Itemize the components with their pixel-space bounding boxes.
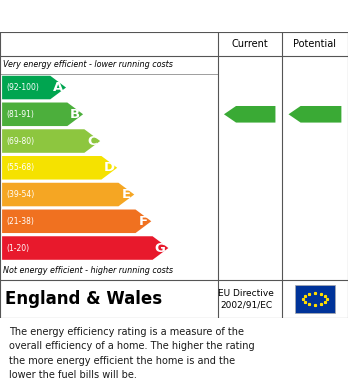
Text: (39-54): (39-54): [6, 190, 34, 199]
Polygon shape: [288, 106, 341, 122]
Text: D: D: [103, 161, 114, 174]
Text: 88: 88: [243, 107, 264, 122]
Polygon shape: [2, 102, 83, 126]
Polygon shape: [2, 210, 151, 233]
Text: E: E: [121, 188, 130, 201]
Text: A: A: [53, 81, 63, 94]
Text: F: F: [139, 215, 148, 228]
Text: (81-91): (81-91): [6, 110, 34, 119]
Text: England & Wales: England & Wales: [5, 290, 163, 308]
Text: Very energy efficient - lower running costs: Very energy efficient - lower running co…: [3, 60, 173, 69]
Text: EU Directive
2002/91/EC: EU Directive 2002/91/EC: [218, 289, 274, 309]
Text: Not energy efficient - higher running costs: Not energy efficient - higher running co…: [3, 266, 174, 275]
Text: (69-80): (69-80): [6, 136, 34, 145]
Polygon shape: [224, 106, 276, 122]
Text: Energy Efficiency Rating: Energy Efficiency Rating: [9, 9, 211, 23]
Text: 88: 88: [308, 107, 329, 122]
Polygon shape: [2, 236, 168, 260]
Text: Potential: Potential: [293, 39, 337, 49]
Text: (21-38): (21-38): [6, 217, 34, 226]
Bar: [295, 285, 335, 313]
Text: (1-20): (1-20): [6, 244, 29, 253]
Text: Current: Current: [231, 39, 268, 49]
Text: The energy efficiency rating is a measure of the
overall efficiency of a home. T: The energy efficiency rating is a measur…: [9, 327, 254, 380]
Polygon shape: [2, 156, 117, 179]
Text: G: G: [155, 242, 166, 255]
Text: C: C: [87, 135, 97, 147]
Polygon shape: [2, 76, 66, 99]
Text: (55-68): (55-68): [6, 163, 34, 172]
Polygon shape: [2, 183, 134, 206]
Text: (92-100): (92-100): [6, 83, 39, 92]
Polygon shape: [2, 129, 100, 153]
Text: B: B: [70, 108, 80, 121]
